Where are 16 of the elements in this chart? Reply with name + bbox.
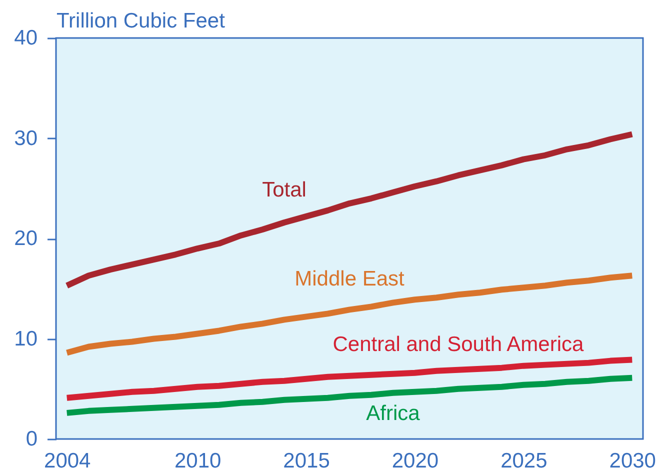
y-tick-label: 0 bbox=[26, 428, 38, 450]
x-tick-label: 2025 bbox=[500, 450, 548, 472]
y-tick-label: 40 bbox=[14, 26, 38, 50]
x-tick-label: 2020 bbox=[392, 450, 439, 472]
y-tick-label: 20 bbox=[14, 227, 38, 250]
y-tick-label: 10 bbox=[14, 327, 38, 350]
x-tick-label: 2015 bbox=[283, 450, 330, 472]
x-tick-label: 2004 bbox=[44, 450, 92, 472]
y-tick-label: 30 bbox=[14, 126, 38, 150]
series-label: Middle East bbox=[294, 268, 405, 291]
series-label: Total bbox=[262, 178, 306, 202]
series-label: Africa bbox=[366, 402, 420, 425]
x-tick-label: 2010 bbox=[174, 450, 222, 472]
series-label: Central and South America bbox=[332, 332, 584, 356]
x-tick-label: 2030 bbox=[609, 450, 656, 472]
y-axis-title: Trillion Cubic Feet bbox=[56, 10, 226, 32]
